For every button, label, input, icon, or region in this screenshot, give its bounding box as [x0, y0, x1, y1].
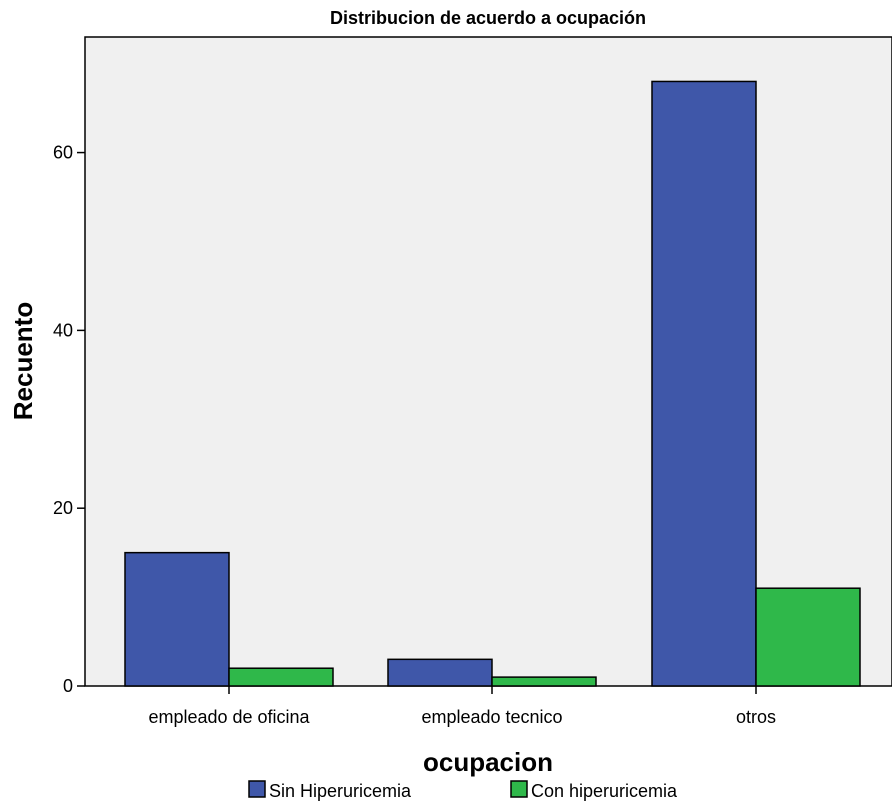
- y-tick-label: 0: [63, 676, 73, 696]
- chart-title: Distribucion de acuerdo a ocupación: [330, 8, 646, 28]
- legend-swatch-sin: [248, 780, 266, 798]
- x-tick-label: empleado de oficina: [148, 707, 310, 727]
- bar-con-1: [491, 676, 597, 687]
- bar-con-2: [755, 587, 861, 687]
- legend-swatch-con: [510, 780, 528, 798]
- bar-sin-1: [387, 658, 493, 687]
- bar-sin-2: [651, 80, 757, 687]
- bar-con-0: [228, 667, 334, 687]
- x-axis: empleado de oficina empleado tecnico otros: [148, 686, 776, 727]
- legend-label-sin: Sin Hiperuricemia: [269, 781, 412, 801]
- legend: Sin Hiperuricemia Con hiperuricemia: [248, 780, 678, 801]
- y-tick-label: 20: [53, 498, 73, 518]
- legend-label-con: Con hiperuricemia: [531, 781, 678, 801]
- x-tick-label: empleado tecnico: [421, 707, 562, 727]
- bar-sin-0: [124, 551, 230, 687]
- bars: [124, 80, 861, 687]
- y-tick-label: 60: [53, 143, 73, 163]
- x-tick-label: otros: [736, 707, 776, 727]
- y-axis: 0 20 40 60: [53, 143, 85, 696]
- x-axis-label: ocupacion: [423, 747, 553, 777]
- y-axis-label: Recuento: [8, 302, 38, 420]
- y-tick-label: 40: [53, 320, 73, 340]
